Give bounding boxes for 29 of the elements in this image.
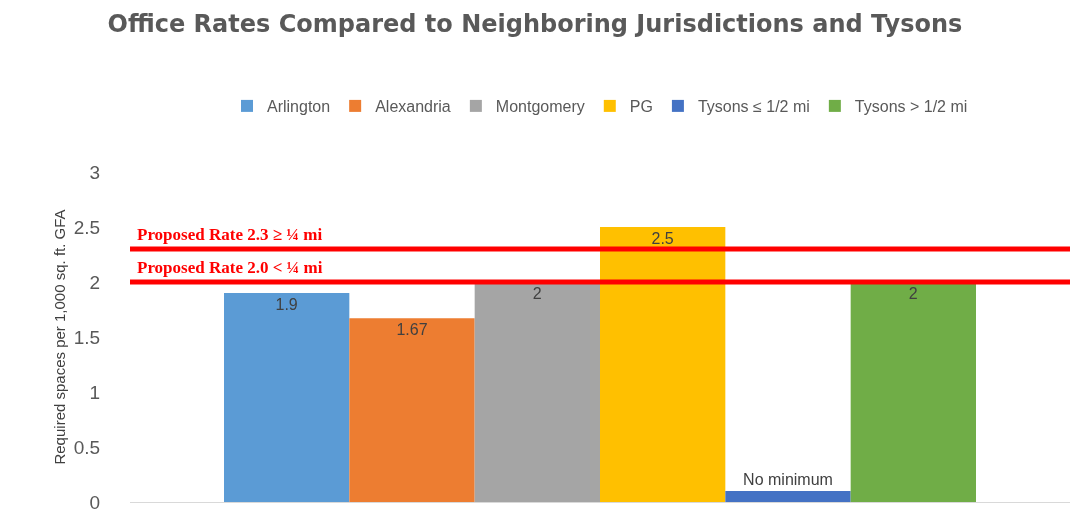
data-label: 1.67 — [396, 321, 428, 339]
legend-label: Alexandria — [375, 98, 451, 116]
legend-label: Montgomery — [495, 98, 585, 116]
legend-label: Tysons ≤ 1/2 mi — [697, 98, 810, 116]
bar — [349, 318, 475, 502]
legend-label: PG — [629, 98, 653, 116]
bar — [474, 282, 600, 502]
data-label: 1.9 — [275, 296, 298, 313]
data-label: 2 — [908, 285, 918, 302]
bar — [224, 293, 350, 502]
y-tick-label: 2.5 — [73, 216, 101, 238]
y-tick-label: 1 — [89, 381, 101, 403]
y-tick-label: 0.5 — [73, 436, 101, 458]
y-axis-title: Required spaces per 1,000 sq. ft. GFA — [51, 209, 69, 465]
y-tick-label: 2 — [89, 271, 101, 293]
bar — [850, 282, 976, 502]
y-tick-label: 0 — [89, 491, 101, 513]
data-label: No minimum — [743, 471, 833, 488]
bar — [725, 491, 851, 502]
y-tick-label: 1.5 — [73, 326, 101, 348]
legend-label: Arlington — [267, 98, 331, 116]
y-tick-label: 3 — [89, 161, 101, 183]
chart-title: Office Rates Compared to Neighboring Jurisdictions and Tysons — [107, 10, 963, 39]
bar — [600, 227, 726, 502]
ref-line-label: Proposed Rate 2.0 < ¼ mi — [137, 258, 323, 277]
data-label: 2 — [532, 285, 542, 302]
legend-label: Tysons > 1/2 mi — [854, 98, 968, 116]
data-label: 2.5 — [651, 230, 674, 247]
ref-line-label: Proposed Rate 2.3 ≥ ¼ mi — [137, 225, 323, 244]
